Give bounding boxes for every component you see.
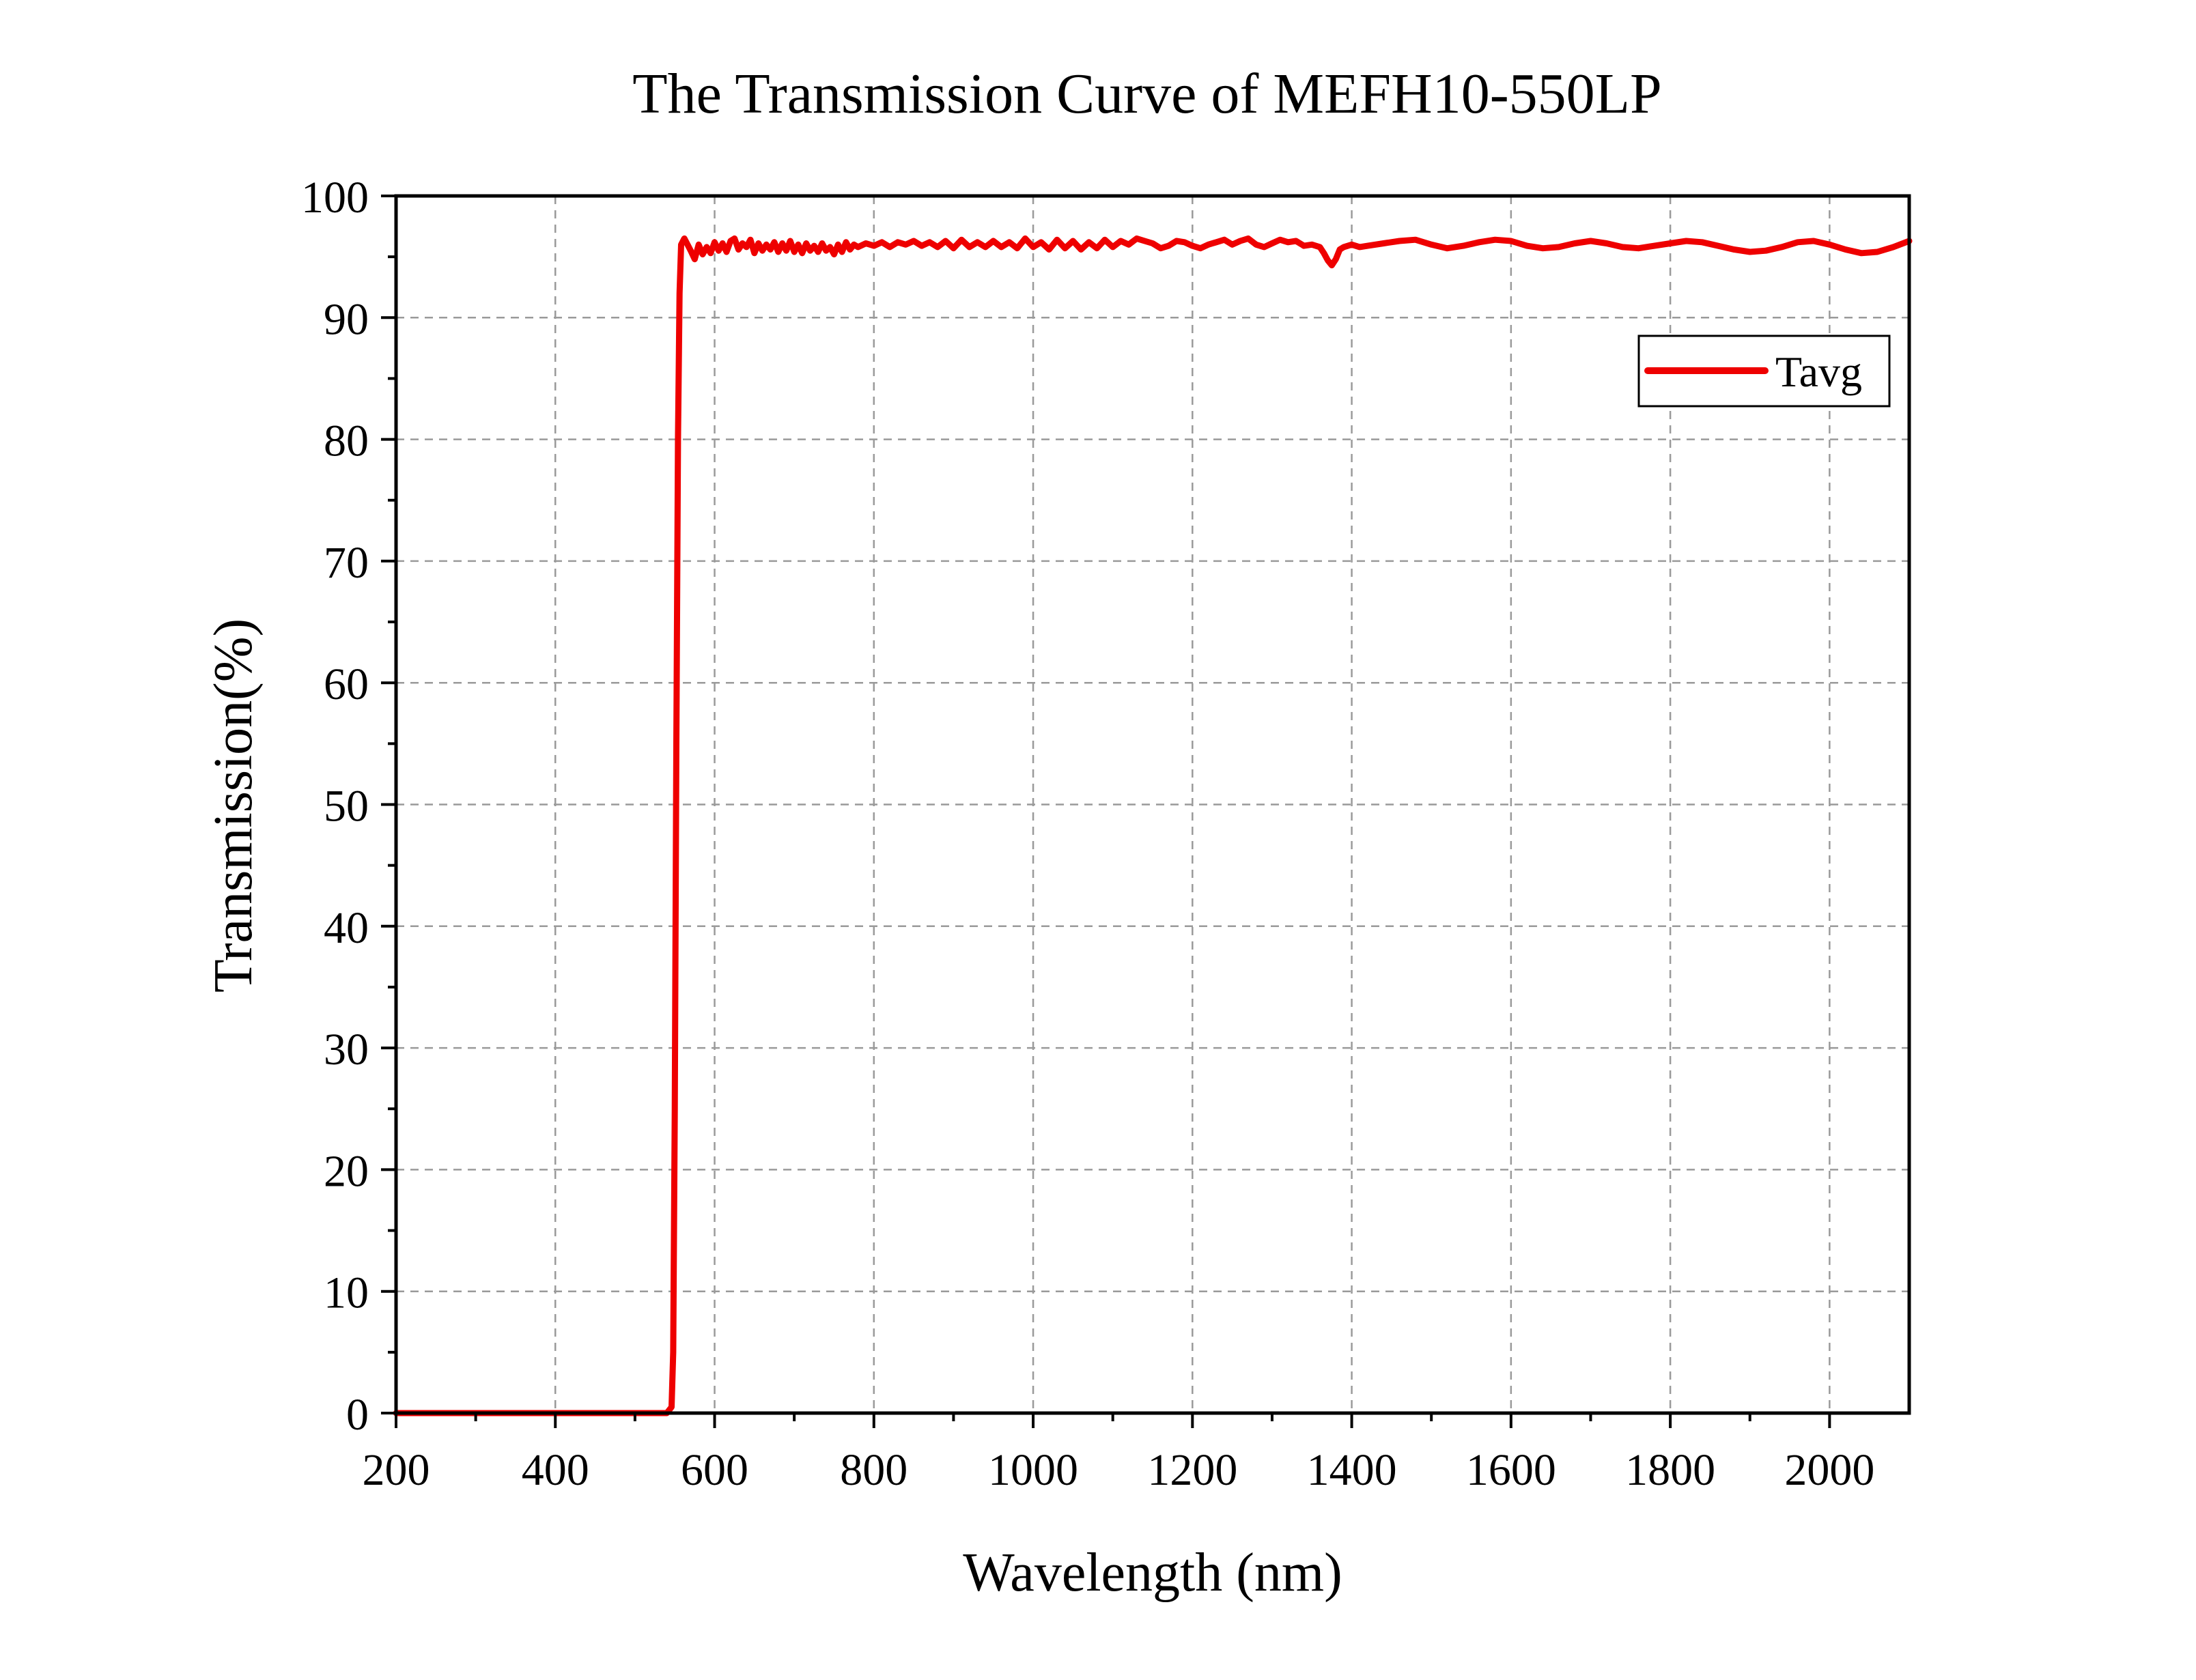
- x-tick-label: 1400: [1307, 1445, 1397, 1495]
- x-tick-label: 600: [681, 1445, 748, 1495]
- x-axis-tick-labels: 200 400 600 800 1000 1200 1400 1600 1800 2000: [363, 1445, 1875, 1495]
- x-tick-label: 800: [840, 1445, 907, 1495]
- x-tick-label: 1600: [1466, 1445, 1556, 1495]
- x-tick-label: 1000: [988, 1445, 1078, 1495]
- x-axis-title: Wavelength (nm): [963, 1543, 1342, 1603]
- x-tick-label: 400: [522, 1445, 589, 1495]
- x-tick-label: 200: [363, 1445, 430, 1495]
- axis-ticks: [381, 195, 1831, 1428]
- x-tick-label: 2000: [1784, 1445, 1874, 1495]
- chart-title: The Transmission Curve of MEFH10-550LP: [632, 62, 1661, 126]
- legend: Tavg: [1637, 334, 1891, 408]
- y-tick-label: 0: [346, 1390, 369, 1440]
- y-tick-label: 60: [324, 659, 369, 709]
- y-axis-title: Transmission(%): [203, 618, 264, 993]
- y-tick-label: 100: [301, 173, 369, 223]
- y-tick-label: 50: [324, 782, 369, 831]
- y-tick-label: 70: [324, 538, 369, 588]
- y-tick-label: 90: [324, 294, 369, 344]
- y-tick-label: 30: [324, 1025, 369, 1074]
- y-tick-label: 10: [324, 1268, 369, 1318]
- x-tick-label: 1200: [1147, 1445, 1237, 1495]
- x-tick-label: 1800: [1625, 1445, 1715, 1495]
- legend-label-tavg: Tavg: [1775, 347, 1862, 396]
- y-tick-label: 40: [324, 903, 369, 953]
- y-tick-label: 20: [324, 1146, 369, 1196]
- series-line-tavg: [393, 235, 1913, 1416]
- series-layer: [393, 235, 1913, 1416]
- y-tick-label: 80: [324, 416, 369, 466]
- y-axis-tick-labels: 0 10 20 30 40 50 60 70 80 90 100: [301, 173, 369, 1440]
